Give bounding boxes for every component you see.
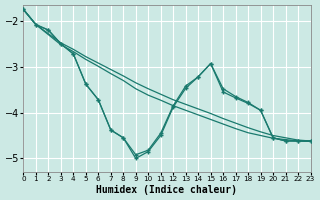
- X-axis label: Humidex (Indice chaleur): Humidex (Indice chaleur): [96, 185, 237, 195]
